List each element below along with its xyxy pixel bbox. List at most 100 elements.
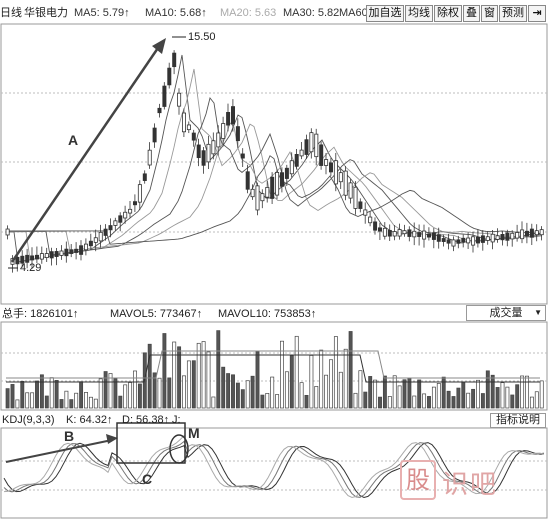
volume-bar	[505, 386, 510, 409]
candle-body	[456, 239, 461, 244]
overlay-button[interactable]: 叠	[463, 5, 480, 22]
candle-body	[279, 172, 284, 187]
indicator-select[interactable]: 成交量 ▼	[466, 305, 546, 321]
forecast-button[interactable]: 预测	[499, 5, 527, 22]
trend-arrowhead-b	[106, 434, 118, 444]
indicator-help-button[interactable]: 指标说明	[490, 413, 546, 428]
volume-bar	[211, 396, 216, 409]
volume-bar	[471, 388, 476, 409]
trend-arrowhead-a	[152, 38, 166, 54]
volume-bar	[314, 386, 319, 409]
candle-body	[54, 251, 59, 257]
candle-body	[35, 254, 40, 260]
watermark-text: 识吧	[442, 470, 499, 500]
candle-body	[520, 229, 525, 240]
candle-body	[358, 201, 363, 209]
volume-bar	[250, 375, 255, 409]
volume-bar	[270, 376, 275, 409]
candle-body	[436, 234, 441, 242]
candle-body	[44, 253, 49, 258]
volume-bar	[231, 374, 235, 409]
ma10-value: MA10: 5.68↑	[145, 7, 207, 19]
volume-bar	[235, 382, 240, 409]
volume-bar	[407, 377, 412, 409]
candle-body	[113, 220, 118, 226]
candle-body	[216, 132, 221, 148]
candle-body	[539, 229, 544, 236]
volume-bar	[39, 374, 44, 409]
ex-rights-button[interactable]: 除权	[434, 5, 462, 22]
candle-body	[59, 250, 64, 256]
volume-ma-line	[6, 354, 540, 383]
volume-bar	[30, 392, 35, 409]
volume-bar	[118, 395, 123, 409]
candle-body	[177, 92, 182, 107]
candle-body	[431, 232, 436, 240]
kdj-line	[3, 440, 545, 498]
annotation-a: A	[68, 132, 79, 148]
volume-bar	[35, 380, 39, 409]
volume-ma-lines	[6, 350, 540, 383]
volume-bar	[128, 382, 133, 409]
volume-bar	[226, 373, 231, 409]
volume-bar	[304, 394, 309, 409]
exit-arrow-icon[interactable]: ⇥	[528, 5, 546, 22]
add-watchlist-button[interactable]: 加自选	[366, 5, 404, 22]
indicator-select-label: 成交量	[489, 307, 523, 319]
volume-bar	[284, 371, 289, 409]
window-button[interactable]: 窗	[481, 5, 498, 22]
volume-bar	[147, 343, 152, 409]
volume-bar	[265, 393, 270, 409]
candle-body	[441, 238, 446, 242]
volume-bar	[133, 370, 137, 409]
candle-body	[108, 225, 113, 231]
candle-body	[157, 107, 162, 114]
candle-body	[147, 149, 152, 166]
ma60-value: MA60:	[339, 7, 371, 19]
candle-body	[426, 233, 431, 238]
kdj-line	[3, 442, 545, 499]
candle-body	[230, 106, 235, 125]
volume-bar	[88, 396, 93, 409]
volume-bar	[294, 335, 299, 409]
volume-bar	[368, 376, 373, 409]
candle-body	[226, 112, 231, 126]
volume-bar	[436, 383, 441, 409]
volume-bar	[363, 391, 368, 409]
volume-bar	[182, 375, 186, 409]
kdj-k-value: K: 64.32↑	[66, 414, 113, 426]
volume-bar	[44, 395, 49, 409]
volume-bar	[441, 376, 446, 409]
volume-bar	[123, 384, 128, 409]
candle-body	[245, 171, 250, 190]
ma-button[interactable]: 均线	[405, 5, 433, 22]
candle-body	[377, 227, 382, 232]
volume-bar	[64, 390, 69, 409]
volume-bar	[510, 394, 515, 409]
candle-body	[368, 216, 373, 224]
candle-body	[25, 254, 30, 263]
candle-body	[480, 235, 485, 243]
volume-bar	[319, 349, 324, 409]
volume-bar	[103, 371, 108, 409]
trend-arrow-a	[10, 44, 162, 263]
candle-body	[402, 230, 407, 235]
candle-body	[132, 201, 137, 206]
low-price-label: 4.29	[20, 262, 42, 274]
candle-body	[446, 239, 451, 244]
volume-bar	[534, 391, 539, 409]
volume-bar	[172, 341, 177, 409]
mavol5-value: MAVOL5: 773467↑	[110, 308, 203, 320]
candle-body	[39, 253, 44, 260]
volume-bar	[54, 380, 59, 409]
candle-body	[167, 67, 172, 86]
ma20-value: MA20: 5.63	[220, 7, 277, 19]
volume-bar	[10, 384, 15, 409]
annotation-c: C	[142, 471, 153, 487]
volume-bar	[167, 377, 172, 409]
candle-body	[5, 228, 10, 236]
moving-average-lines	[6, 54, 543, 263]
volume-bar	[427, 396, 431, 409]
trend-arrow-b	[5, 439, 113, 463]
